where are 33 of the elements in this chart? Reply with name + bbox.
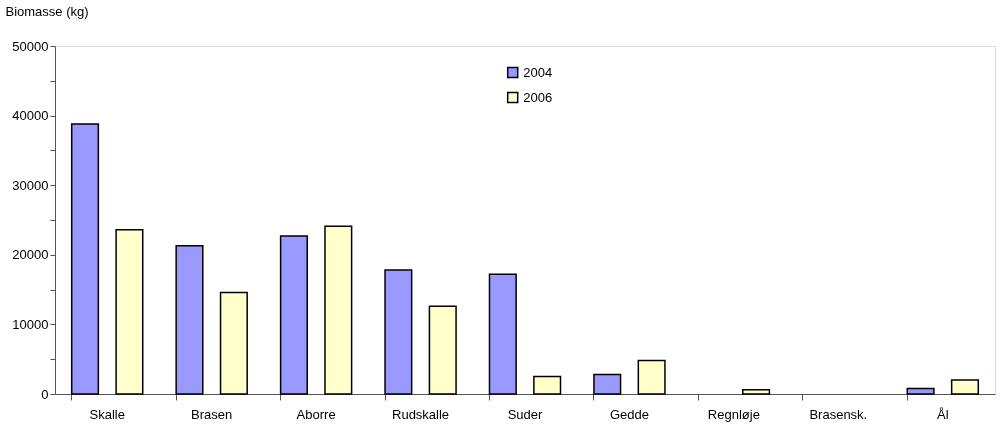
x-tick-label: Brasensk. (809, 406, 868, 422)
bar (219, 291, 248, 395)
x-tick-label: Suder (507, 406, 544, 422)
bar (324, 225, 353, 395)
x-tick-label: Brasen (191, 406, 233, 422)
bar (533, 375, 562, 395)
bar (70, 123, 100, 395)
bar (428, 305, 457, 395)
bar (742, 389, 771, 395)
bar (906, 387, 935, 395)
x-tick-label: Aborre (296, 406, 336, 422)
bar (175, 245, 204, 395)
y-tick-label: 20000 (12, 247, 49, 263)
bar (637, 359, 666, 395)
x-tick-label: Regnløje (707, 406, 760, 422)
legend-label: 2006 (523, 89, 553, 105)
legend-label: 2004 (523, 64, 553, 80)
bar (950, 379, 980, 395)
y-tick-label: 30000 (12, 177, 49, 193)
x-tick-label: Gedde (609, 406, 649, 422)
y-tick-label: 50000 (12, 38, 49, 54)
x-tick-label: Ål (937, 406, 949, 422)
x-tick-label: Skalle (89, 406, 125, 422)
x-tick-label: Rudskalle (392, 406, 450, 422)
bar (115, 228, 144, 395)
y-axis-title: Biomasse (kg) (5, 3, 89, 19)
bar (384, 269, 413, 395)
y-tick-label: 40000 (12, 108, 49, 124)
bar (593, 373, 622, 395)
y-tick-label: 0 (41, 386, 49, 402)
bar (488, 273, 517, 395)
y-tick-label: 10000 (12, 316, 49, 332)
bar (279, 235, 308, 395)
